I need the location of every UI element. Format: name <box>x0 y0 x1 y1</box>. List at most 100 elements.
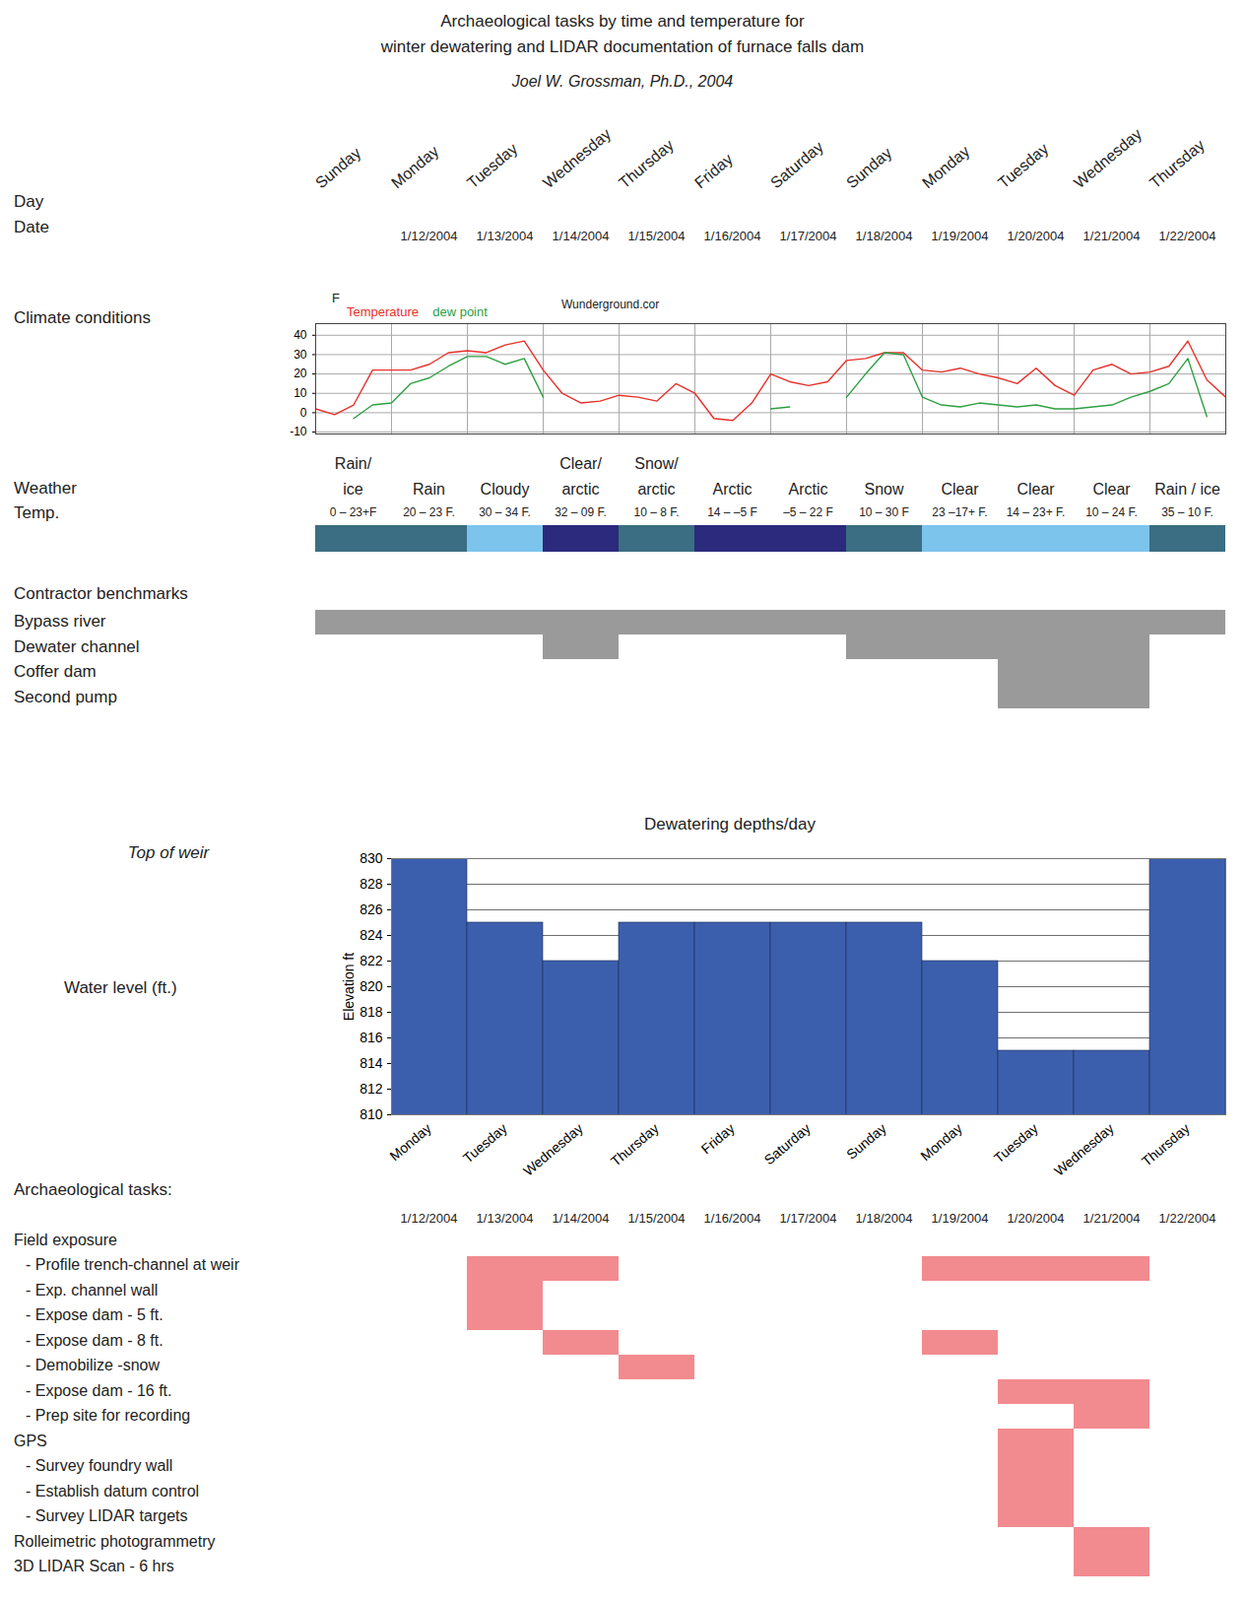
html-text:Snow/: Snow/ <box>634 455 679 472</box>
svg-text:Thursday: Thursday <box>615 135 677 192</box>
svg-text:Saturday: Saturday <box>767 137 827 192</box>
html-text:Rain / ice: Rain / ice <box>1154 480 1221 498</box>
svg-text:Tuesday: Tuesday <box>463 139 521 192</box>
svg-text:1/14/2004: 1/14/2004 <box>552 228 610 244</box>
html-text:Clear: Clear <box>1092 480 1131 498</box>
svg-text:30: 30 <box>293 347 308 362</box>
svg-text:Friday: Friday <box>691 150 736 193</box>
svg-text:Wednesday: Wednesday <box>539 125 614 192</box>
html-text:Dewater channel: Dewater channel <box>13 636 140 656</box>
svg-text:10: 10 <box>293 386 308 400</box>
html-text:Water level (ft.): Water level (ft.) <box>64 977 177 997</box>
html-text:Dewatering depths/day: Dewatering depths/day <box>644 814 816 833</box>
html-text:Weather: Weather <box>13 478 77 497</box>
html-text:- Expose dam - 5 ft.: - Expose dam - 5 ft. <box>25 1306 164 1324</box>
svg-text:1/15/2004: 1/15/2004 <box>628 228 686 244</box>
html-text:Clear: Clear <box>941 480 979 498</box>
svg-text:Monday: Monday <box>388 142 443 193</box>
html-text:- Establish datum control: - Establish datum control <box>25 1482 200 1499</box>
svg-text:818: 818 <box>359 1003 384 1020</box>
svg-text:Monday: Monday <box>386 1119 434 1164</box>
html-text:Top of weir: Top of weir <box>127 842 210 862</box>
svg-text:0: 0 <box>300 405 308 420</box>
svg-text:1/18/2004: 1/18/2004 <box>855 228 914 244</box>
html-text:arctic: arctic <box>561 480 600 498</box>
svg-text:828: 828 <box>359 875 384 892</box>
svg-text:812: 812 <box>359 1080 384 1097</box>
svg-text:1/17/2004: 1/17/2004 <box>780 228 838 244</box>
html-text:Second pump: Second pump <box>13 687 118 706</box>
svg-text:Sunday: Sunday <box>843 143 895 192</box>
html-text:Archaeological tasks:: Archaeological tasks: <box>13 1179 172 1199</box>
html-text:- Expose dam - 16 ft.: - Expose dam - 16 ft. <box>25 1381 172 1399</box>
html-text:Temperature: Temperature <box>346 303 419 319</box>
svg-text:Thursday: Thursday <box>1146 135 1208 192</box>
html-text:Rain/: Rain/ <box>334 455 372 472</box>
html-text:Snow: Snow <box>864 480 904 498</box>
html-text:GPS: GPS <box>13 1431 48 1449</box>
svg-text:Tuesday: Tuesday <box>994 139 1051 192</box>
svg-text:Wednesday: Wednesday <box>1050 1119 1117 1180</box>
html-text:- Prep site for recording: - Prep site for recording <box>25 1406 191 1424</box>
svg-text:1/22/2004: 1/22/2004 <box>1159 228 1217 244</box>
html-text:Date: Date <box>13 217 50 236</box>
svg-text:Wednesday: Wednesday <box>520 1119 587 1180</box>
html-text:Coffer dam: Coffer dam <box>13 661 97 681</box>
svg-text:1/19/2004: 1/19/2004 <box>931 228 989 244</box>
svg-text:826: 826 <box>359 901 384 918</box>
svg-text:1/16/2004: 1/16/2004 <box>704 228 762 244</box>
svg-text:1/20/2004: 1/20/2004 <box>1007 228 1065 244</box>
html-text:winter dewatering and LIDAR do: winter dewatering and LIDAR documentatio… <box>380 36 865 56</box>
html-text:Day: Day <box>13 191 44 211</box>
svg-text:Tuesday: Tuesday <box>459 1119 511 1166</box>
svg-text:40: 40 <box>293 327 308 342</box>
html-text:Rain: Rain <box>412 480 446 498</box>
svg-text:Sunday: Sunday <box>312 143 364 192</box>
svg-text:1/12/2004: 1/12/2004 <box>400 228 459 244</box>
svg-text:Saturday: Saturday <box>761 1119 814 1168</box>
html-text:- Survey foundry wall: - Survey foundry wall <box>25 1457 173 1474</box>
svg-text:Monday: Monday <box>917 1119 965 1164</box>
html-text:Temp.: Temp. <box>13 502 60 522</box>
html-text:Field exposure: Field exposure <box>13 1231 118 1248</box>
html-text:Clear/: Clear/ <box>559 455 602 472</box>
svg-text:-10: -10 <box>289 424 308 439</box>
html-text:Archaeological tasks by time a: Archaeological tasks by time and tempera… <box>440 11 805 31</box>
svg-text:820: 820 <box>359 978 384 994</box>
html-text:- Expose dam - 8 ft.: - Expose dam - 8 ft. <box>25 1331 164 1349</box>
html-text:- Demobilize -snow: - Demobilize -snow <box>25 1356 160 1374</box>
svg-text:Monday: Monday <box>918 142 974 193</box>
html-text:Arctic: Arctic <box>712 480 753 498</box>
html-text:Bypass river: Bypass river <box>13 611 106 630</box>
svg-text:Sunday: Sunday <box>843 1119 890 1163</box>
html-text:- Exp. channel wall: - Exp. channel wall <box>25 1281 158 1298</box>
html-text:- Survey LIDAR targets: - Survey LIDAR targets <box>25 1507 188 1525</box>
svg-text:Wednesday: Wednesday <box>1070 125 1145 192</box>
html-text:Clear: Clear <box>1016 480 1055 498</box>
svg-text:Thursday: Thursday <box>607 1119 662 1170</box>
svg-text:814: 814 <box>359 1054 384 1071</box>
html-text:dew point: dew point <box>432 303 488 319</box>
html-text:Rolleimetric photogrammetry: Rolleimetric photogrammetry <box>13 1532 216 1550</box>
html-text:Climate conditions: Climate conditions <box>13 307 151 327</box>
html-text:Joel W. Grossman, Ph.D., 2004: Joel W. Grossman, Ph.D., 2004 <box>511 72 734 90</box>
html-text:3D LIDAR Scan - 6 hrs: 3D LIDAR Scan - 6 hrs <box>13 1557 175 1575</box>
svg-text:824: 824 <box>359 926 384 943</box>
svg-text:Tuesday: Tuesday <box>990 1119 1042 1166</box>
html-text:ice: ice <box>343 480 364 498</box>
svg-text:822: 822 <box>359 952 384 969</box>
html-text:Contractor benchmarks: Contractor benchmarks <box>13 583 188 603</box>
svg-text:830: 830 <box>359 850 384 866</box>
svg-text:1/21/2004: 1/21/2004 <box>1083 228 1141 244</box>
svg-text:Elevation ft: Elevation ft <box>340 952 357 1021</box>
svg-text:810: 810 <box>359 1106 384 1122</box>
svg-text:20: 20 <box>293 366 308 381</box>
html-text:Cloudy: Cloudy <box>480 480 530 498</box>
svg-text:1/13/2004: 1/13/2004 <box>476 228 534 244</box>
svg-text:Friday: Friday <box>698 1119 738 1157</box>
html-text:arctic: arctic <box>637 480 676 498</box>
html-text:- Profile trench-channel at we: - Profile trench-channel at weir <box>25 1256 240 1273</box>
svg-text:816: 816 <box>359 1029 384 1046</box>
svg-text:Thursday: Thursday <box>1138 1119 1193 1170</box>
html-text:Arctic: Arctic <box>788 480 828 498</box>
